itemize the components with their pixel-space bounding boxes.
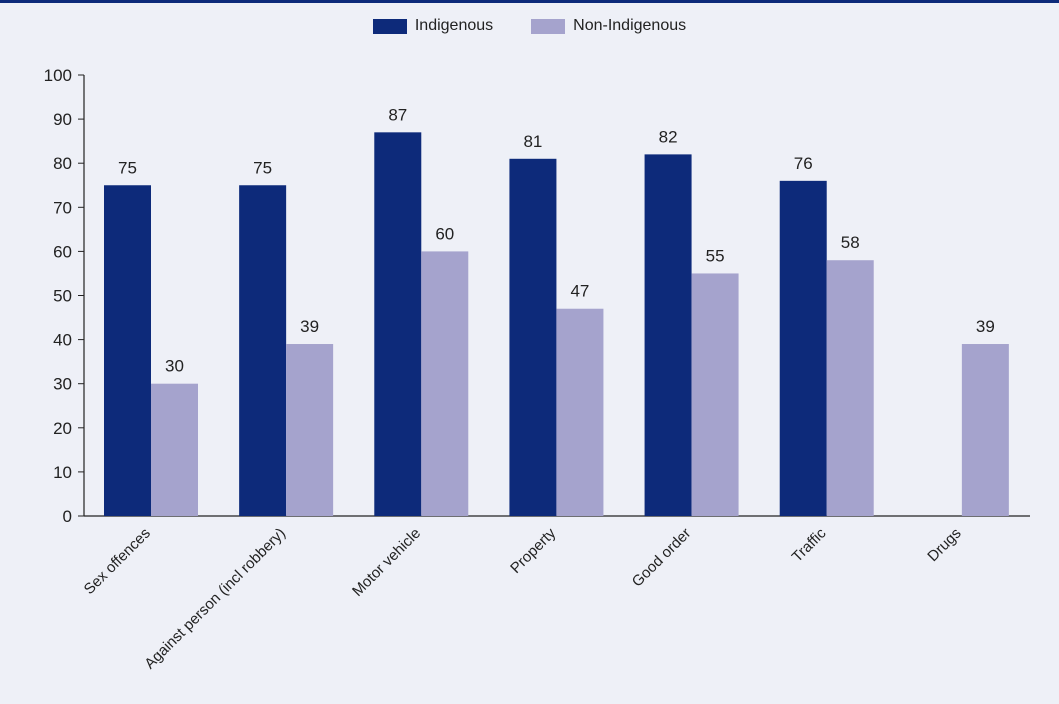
legend-item-non-indigenous: Non-Indigenous xyxy=(531,17,686,35)
bar-non-indigenous xyxy=(421,251,469,516)
x-tick-label: Good order xyxy=(629,525,695,591)
legend: Indigenous Non-Indigenous xyxy=(0,17,1059,35)
data-label: 75 xyxy=(118,158,137,177)
bar-indigenous xyxy=(104,185,151,516)
legend-item-indigenous: Indigenous xyxy=(372,17,494,35)
y-tick-label: 80 xyxy=(53,154,72,173)
bar-non-indigenous xyxy=(826,260,874,516)
data-label: 58 xyxy=(841,233,860,252)
bar-non-indigenous xyxy=(151,383,198,516)
legend-label-non-indigenous: Non-Indigenous xyxy=(573,17,687,34)
y-tick-label: 0 xyxy=(63,507,72,526)
y-tick-label: 30 xyxy=(53,375,72,394)
data-label: 81 xyxy=(523,132,542,151)
data-label: 30 xyxy=(165,357,184,376)
data-label: 39 xyxy=(300,317,319,336)
x-tick-label: Sex offences xyxy=(81,525,154,598)
bar-non-indigenous xyxy=(961,344,1009,516)
y-tick-label: 40 xyxy=(53,331,72,350)
y-tick-label: 100 xyxy=(44,66,72,85)
data-label: 55 xyxy=(706,246,725,265)
x-tick-label: Property xyxy=(507,524,559,576)
bar-indigenous xyxy=(374,132,422,516)
data-label: 87 xyxy=(388,105,407,124)
y-tick-label: 20 xyxy=(53,419,72,438)
x-tick-label: Drugs xyxy=(924,525,964,565)
x-tick-label: Motor vehicle xyxy=(349,525,424,600)
y-tick-label: 50 xyxy=(53,287,72,306)
bar-indigenous xyxy=(509,158,557,517)
data-label: 75 xyxy=(253,158,272,177)
data-label: 60 xyxy=(435,224,454,243)
legend-swatch-indigenous xyxy=(372,18,407,34)
y-tick-label: 70 xyxy=(53,198,72,217)
legend-label-indigenous: Indigenous xyxy=(414,17,494,34)
bar-indigenous xyxy=(779,180,827,516)
data-label: 82 xyxy=(659,127,678,146)
data-label: 47 xyxy=(570,282,589,301)
data-label: 76 xyxy=(794,154,813,173)
bar-indigenous xyxy=(644,154,692,516)
bar-non-indigenous xyxy=(556,308,604,516)
x-tick-label: Against person (incl robbery) xyxy=(141,525,289,673)
y-tick-label: 90 xyxy=(53,110,72,129)
legend-swatch-non-indigenous xyxy=(531,18,566,34)
x-tick-label: Traffic xyxy=(789,524,830,565)
bar-indigenous xyxy=(239,185,287,516)
bar-non-indigenous xyxy=(691,273,739,516)
bar-chart: 0 10 20 30 40 50 60 70 80 90 100 75 30 Sex offences 75… xyxy=(44,66,1030,673)
data-label: 39 xyxy=(976,317,995,336)
y-tick-label: 60 xyxy=(53,242,72,261)
y-tick-label: 10 xyxy=(53,463,72,482)
bar-non-indigenous xyxy=(286,344,334,516)
